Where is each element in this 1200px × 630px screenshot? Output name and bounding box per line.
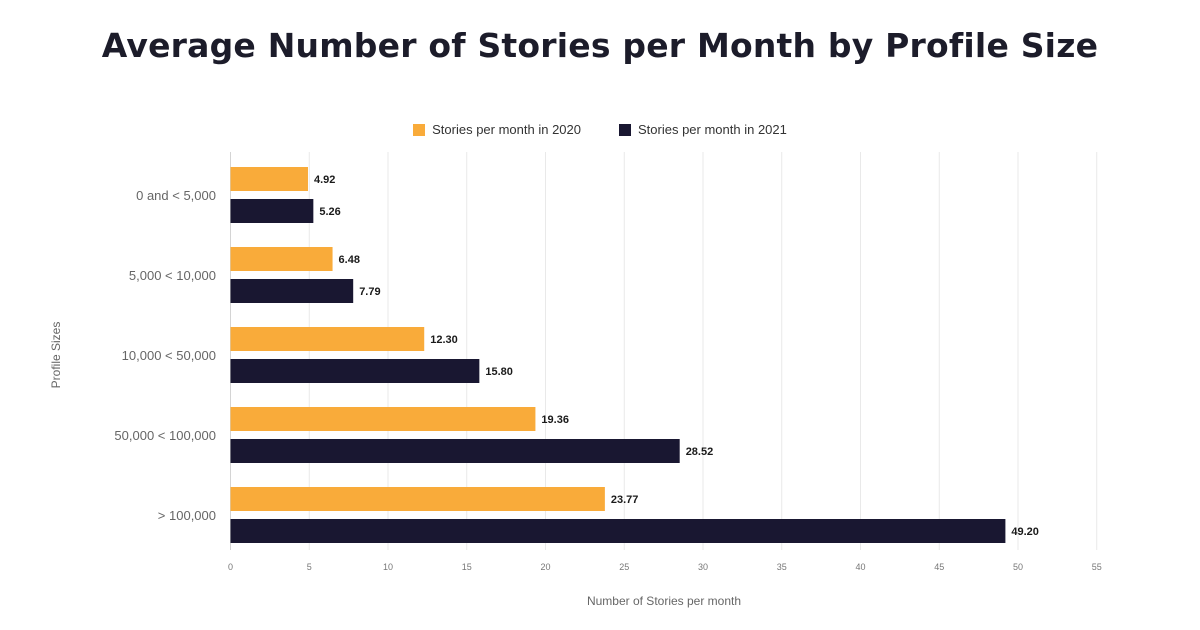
legend-item-2020[interactable]: Stories per month in 2020 (413, 122, 581, 137)
x-tick-label: 10 (383, 562, 393, 572)
category-label: > 100,000 (158, 508, 216, 523)
category-label: 0 and < 5,000 (136, 188, 216, 203)
y-axis-title: Profile Sizes (49, 322, 63, 389)
x-tick-label: 20 (540, 562, 550, 572)
bar-2021 (230, 199, 314, 223)
x-axis-title: Number of Stories per month (587, 594, 741, 608)
data-label: 23.77 (611, 494, 639, 506)
bar-2021 (230, 359, 480, 383)
legend-swatch-2020 (413, 123, 426, 136)
legend: Stories per month in 2020 Stories per mo… (0, 122, 1200, 137)
bar-2020 (230, 407, 536, 431)
x-tick-label: 50 (1013, 562, 1023, 572)
legend-swatch-2021 (619, 123, 631, 136)
data-label: 49.20 (1011, 526, 1039, 538)
bar-2021 (230, 439, 680, 463)
bar-2020 (230, 487, 605, 511)
x-tick-label: 0 (228, 562, 233, 572)
x-tick-label: 45 (934, 562, 944, 572)
data-label: 7.79 (359, 286, 380, 298)
x-tick-label: 35 (777, 562, 787, 572)
chart-title: Average Number of Stories per Month by P… (101, 26, 1099, 65)
x-tick-label: 25 (619, 562, 629, 572)
data-label: 19.36 (541, 414, 569, 426)
x-tick-label: 55 (1092, 562, 1102, 572)
data-label: 15.80 (485, 366, 513, 378)
bar-2020 (230, 247, 333, 271)
bar-2020 (230, 167, 308, 191)
x-tick-label: 40 (855, 562, 865, 572)
data-label: 4.92 (314, 174, 335, 186)
x-tick-label: 30 (698, 562, 708, 572)
data-label: 12.30 (430, 334, 458, 346)
x-tick-label: 5 (307, 562, 312, 572)
bar-2021 (230, 279, 354, 303)
category-label: 50,000 < 100,000 (114, 428, 216, 443)
x-tick-label: 15 (462, 562, 472, 572)
legend-label-2021: Stories per month in 2021 (638, 122, 787, 137)
legend-item-2021[interactable]: Stories per month in 2021 (619, 122, 787, 137)
bar-2020 (230, 327, 425, 351)
category-label: 5,000 < 10,000 (129, 268, 216, 283)
data-label: 5.26 (319, 206, 340, 218)
data-label: 6.48 (339, 254, 360, 266)
legend-label-2020: Stories per month in 2020 (432, 122, 581, 137)
bar-2021 (230, 519, 1006, 543)
category-label: 10,000 < 50,000 (122, 348, 216, 363)
data-label: 28.52 (686, 446, 714, 458)
